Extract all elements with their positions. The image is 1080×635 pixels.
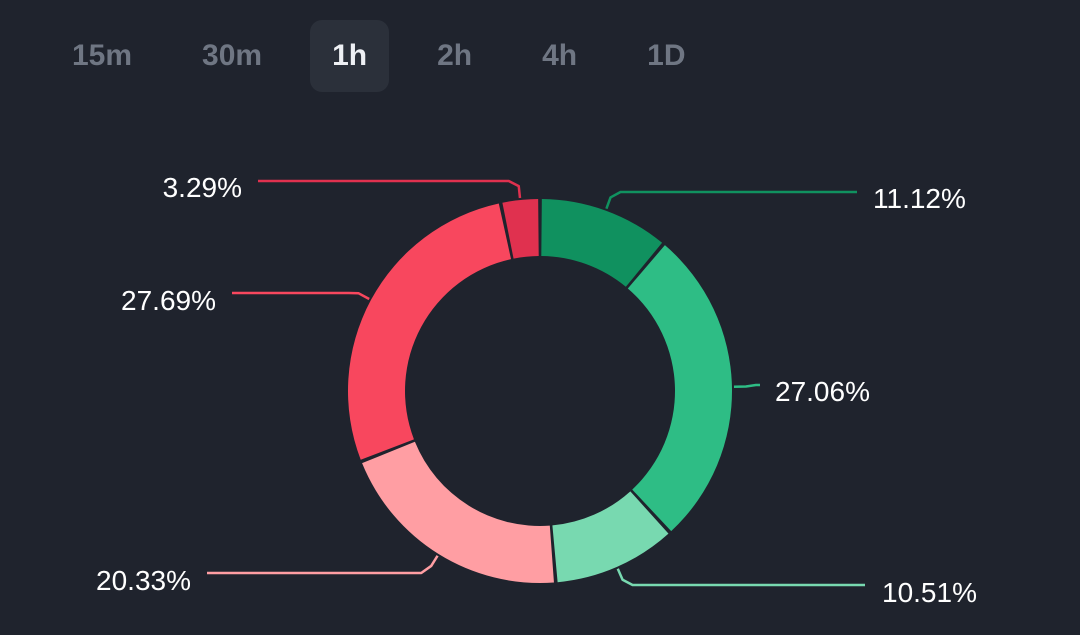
tab-30m[interactable]: 30m: [202, 39, 263, 72]
leader-line: [605, 190, 857, 210]
donut-slice: [552, 491, 669, 583]
leader-line: [733, 383, 760, 388]
tab-2h[interactable]: 2h: [437, 39, 473, 72]
timeframe-tabs: 15m 30m 1h 2h 4h 1D: [50, 20, 734, 92]
tab-1h[interactable]: 1h: [310, 20, 390, 92]
leader-line: [207, 555, 439, 575]
slice-label: 10.51%: [882, 577, 977, 608]
leader-line: [616, 568, 865, 587]
leader-line: [258, 179, 522, 199]
tab-4h[interactable]: 4h: [542, 39, 578, 72]
donut-slice: [348, 203, 512, 460]
slice-label: 11.12%: [873, 183, 966, 214]
donut-slice: [362, 441, 554, 583]
tab-1d[interactable]: 1D: [647, 39, 686, 72]
leader-line: [232, 291, 370, 301]
slice-label: 27.69%: [121, 285, 216, 316]
donut-slice: [541, 199, 663, 287]
donut-slice: [502, 199, 539, 259]
tab-15m[interactable]: 15m: [72, 39, 133, 72]
slice-label: 20.33%: [96, 565, 191, 596]
donut-slice: [627, 245, 733, 532]
slice-label: 3.29%: [163, 172, 242, 203]
slice-label: 27.06%: [775, 376, 870, 407]
